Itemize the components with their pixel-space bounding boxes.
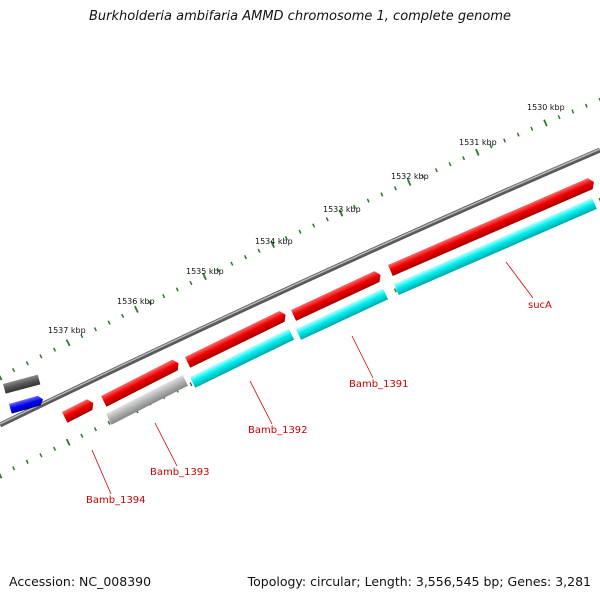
outer-tick <box>406 178 412 186</box>
gene-label-sucA: sucA <box>528 300 552 311</box>
outer-tick <box>475 148 480 156</box>
gene-bamb-1392-reverse[interactable] <box>190 328 295 388</box>
outer-tick <box>25 361 29 366</box>
chromosome-backbone <box>0 147 600 428</box>
gene-sucA-reverse[interactable] <box>394 197 597 296</box>
outer-tick <box>421 174 425 179</box>
scale-label-1535: 1535 kbp <box>186 267 224 276</box>
outer-tick <box>516 132 520 137</box>
outer-tick <box>175 287 179 292</box>
outer-tick <box>353 204 357 209</box>
outer-tick <box>53 347 57 352</box>
gene-label-bamb-1393: Bamb_1393 <box>150 467 210 478</box>
gene-bamb-1393-reverse[interactable] <box>106 374 189 425</box>
inner-tick <box>598 197 600 202</box>
outer-tick <box>133 305 139 313</box>
outer-tick <box>202 272 207 281</box>
outer-tick <box>530 126 534 131</box>
gene-sucA-forward[interactable] <box>388 176 596 277</box>
outer-tick <box>503 138 506 143</box>
outer-tick <box>93 327 97 332</box>
gene-neighbor-blue[interactable] <box>9 395 44 414</box>
outer-tick <box>448 162 452 167</box>
outer-tick <box>543 119 548 127</box>
scale-label-1532: 1532 kbp <box>391 172 429 181</box>
outer-tick <box>312 223 316 228</box>
gene-bamb-1394-forward[interactable] <box>62 397 96 423</box>
outer-tick <box>325 217 329 222</box>
outer-tick <box>380 192 384 197</box>
outer-tick <box>148 300 152 305</box>
scale-label-1531: 1531 kbp <box>459 138 497 147</box>
outer-tick <box>270 240 276 248</box>
outer-tick <box>584 103 588 108</box>
scale-label-1534: 1534 kbp <box>255 237 293 246</box>
inner-tick <box>93 427 97 432</box>
inner-tick <box>53 446 57 451</box>
scale-label-1537: 1537 kbp <box>48 326 86 335</box>
map-title: Burkholderia ambifaria AMMD chromosome 1… <box>88 9 512 24</box>
outer-tick <box>243 254 247 260</box>
outer-tick <box>598 97 600 102</box>
gene-label-bamb-1392: Bamb_1392 <box>248 425 308 436</box>
outer-tick <box>557 115 561 120</box>
outer-tick <box>162 293 166 299</box>
outer-tick <box>366 198 370 203</box>
scale-label-1533: 1533 kbp <box>323 205 361 214</box>
inner-tick <box>25 459 29 465</box>
genome-summary: Topology: circular; Length: 3,556,545 bp… <box>247 574 591 589</box>
outer-tick-marks <box>0 97 600 381</box>
outer-tick <box>462 156 466 161</box>
outer-tick <box>434 168 438 173</box>
gene-bamb-1392-forward[interactable] <box>185 309 288 368</box>
outer-tick <box>189 280 193 286</box>
inner-tick <box>39 453 43 458</box>
outer-tick <box>0 375 3 381</box>
outer-tick <box>80 333 84 339</box>
outer-tick <box>12 367 16 373</box>
outer-tick <box>39 354 43 359</box>
gene-bamb-1393-forward[interactable] <box>101 358 181 407</box>
gene-label-leaders <box>91 261 534 495</box>
accession-label: Accession: NC_008390 <box>9 574 152 589</box>
inner-tick <box>65 438 71 446</box>
scale-label-1530: 1530 kbp <box>527 103 565 112</box>
outer-tick <box>230 261 234 266</box>
inner-tick <box>80 433 84 438</box>
gene-bamb-1391-forward[interactable] <box>291 269 383 321</box>
outer-tick <box>298 229 302 234</box>
gene-label-bamb-1394: Bamb_1394 <box>86 495 146 506</box>
outer-tick <box>257 248 261 253</box>
outer-tick <box>65 339 71 347</box>
inner-tick <box>189 382 193 387</box>
outer-tick <box>393 186 397 191</box>
scale-label-1536: 1536 kbp <box>117 297 155 306</box>
outer-tick <box>489 144 493 149</box>
inner-tick <box>107 420 111 425</box>
gene-label-bamb-1391: Bamb_1391 <box>349 379 409 390</box>
inner-tick <box>393 288 397 293</box>
outer-tick <box>284 235 288 241</box>
inner-tick <box>12 466 16 471</box>
outer-tick <box>107 320 111 325</box>
outer-tick <box>338 209 344 217</box>
outer-tick <box>571 109 575 114</box>
outer-tick <box>121 313 125 319</box>
gene-bamb-1391-reverse[interactable] <box>296 288 389 340</box>
inner-tick <box>0 472 3 479</box>
outer-tick <box>216 267 220 273</box>
gene-neighbor-dark[interactable] <box>3 374 41 394</box>
